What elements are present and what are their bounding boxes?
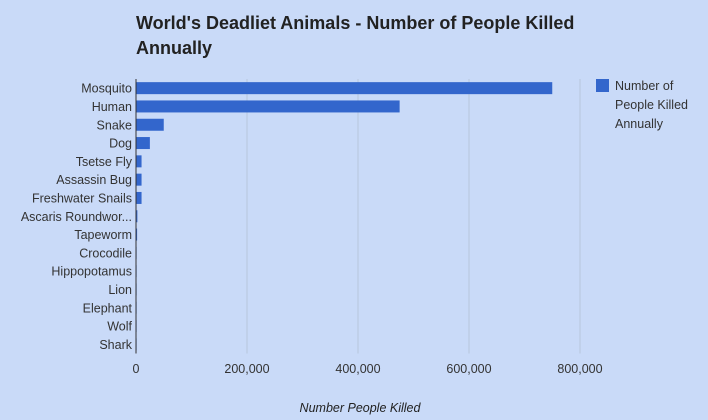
category-label: Dog [109,137,132,151]
category-label: Wolf [107,320,132,334]
x-tick-label: 800,000 [557,362,602,376]
bar [136,191,142,204]
bar [136,173,142,186]
category-label: Tsetse Fly [76,155,133,169]
category-label: Elephant [83,301,133,315]
bar [136,118,164,131]
legend-swatch [596,79,609,92]
category-label: Lion [108,283,132,297]
legend-label: Number of [615,79,674,93]
bar [136,100,400,113]
chart-title: World's Deadliet Animals - Number of Peo… [136,13,575,58]
x-tick-label: 400,000 [335,362,380,376]
bar [136,137,150,150]
category-label: Ascaris Roundwor... [21,210,132,224]
bar [136,82,553,95]
bar [136,210,138,223]
x-tick-label: 0 [133,362,140,376]
category-label: Crocodile [79,246,132,260]
category-label: Freshwater Snails [32,191,132,205]
bar [136,155,142,168]
legend-label: Annually [615,117,664,131]
bar [136,228,138,241]
category-label: Hippopotamus [51,265,132,279]
category-label: Tapeworm [74,228,132,242]
x-tick-label: 200,000 [224,362,269,376]
category-label: Human [92,100,132,114]
legend-label: People Killed [615,98,688,112]
x-axis-title: Number People Killed [300,401,422,415]
category-label: Snake [97,118,132,132]
category-label: Shark [99,338,132,352]
x-tick-label: 600,000 [446,362,491,376]
category-label: Mosquito [81,82,132,96]
category-label: Assassin Bug [56,173,132,187]
